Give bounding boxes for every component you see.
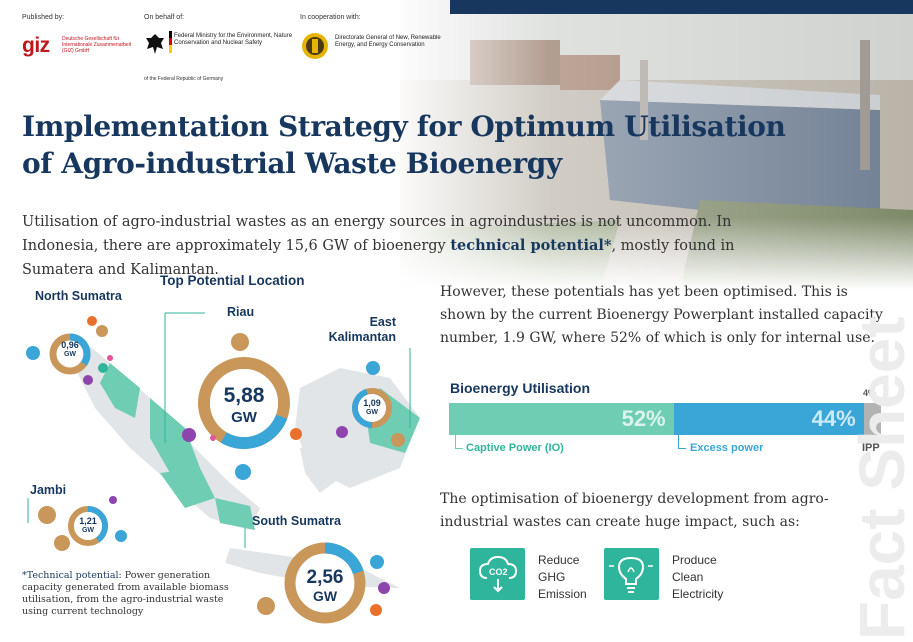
value-text: 2,56 [306, 567, 344, 588]
intro-paragraph: Utilisation of agro-industrial wastes as… [22, 210, 762, 282]
value-text: 5,88 [223, 384, 265, 407]
title-line-1: Implementation Strategy for Optimum Util… [22, 110, 786, 143]
donut-south-sumatra [284, 542, 366, 624]
impact-label-ghg: Reduce GHG Emission [538, 552, 587, 603]
bar-segment-excess: 44% [673, 403, 864, 435]
fact-sheet-watermark: Fact Sheet [846, 316, 913, 640]
ministry-footer: of the Federal Republic of Germany [144, 76, 224, 82]
donut-east-kalimantan [352, 388, 392, 428]
lightbulb-icon [604, 548, 659, 600]
esdm-logo-block: In cooperation with: Directorate General… [300, 14, 441, 59]
impact-line: Emission [538, 587, 587, 601]
value-north-sumatra: 0,96 GW [57, 340, 83, 360]
footnote-body: Power generation capacity generated from… [22, 570, 229, 617]
giz-logo: giz [22, 34, 50, 57]
intro-text-1: Utilisation of agro-industrial wastes as… [22, 214, 732, 254]
esdm-emblem-icon [302, 33, 328, 59]
commodity-icons [26, 316, 405, 616]
technical-potential-highlight: technical potential* [450, 237, 612, 254]
giz-logo-block: Published by: giz Deutsche Gesellschaft … [22, 14, 132, 57]
chart-title: Bioenergy Utilisation [450, 380, 591, 396]
published-by-caption: Published by: [22, 14, 65, 21]
unit-text: GW [231, 409, 257, 426]
label-captive: Captive Power (IO) [466, 442, 564, 454]
donut-riau [198, 357, 290, 449]
label-ipp: IPP [862, 442, 880, 454]
impact-line: Electricity [672, 587, 724, 601]
leader-lines [27, 312, 411, 548]
value-jambi: 1,21 GW [75, 516, 101, 536]
on-behalf-caption: On behalf of: [144, 14, 185, 21]
province-south-sumatra: South Sumatra [252, 514, 341, 528]
captive-tick [455, 435, 463, 449]
value-text: 1,21 [79, 516, 97, 526]
bar-segment-ipp [863, 403, 881, 435]
top-location-title: Top Potential Location [160, 273, 305, 288]
bar-value-excess: 44% [811, 406, 856, 431]
unit-text: GW [81, 527, 95, 534]
label-excess: Excess power [690, 442, 764, 454]
utilisation-bar: 52% 44% [449, 403, 881, 435]
impact-line: Reduce [538, 553, 580, 567]
co2-icon: CO2 [470, 548, 525, 600]
title-line-2: of Agro-industrial Waste Bioenergy [22, 147, 562, 180]
eagle-icon [146, 34, 164, 54]
value-text: 0,96 [61, 340, 79, 350]
publisher-logos: Published by: giz Deutsche Gesellschaft … [22, 14, 442, 84]
excess-tick [678, 435, 686, 449]
impact-line: GHG [538, 570, 566, 584]
province-north-sumatra: North Sumatra [35, 289, 122, 303]
donut-jambi [68, 506, 108, 546]
footnote-head: *Technical potential: [22, 570, 122, 581]
province-jambi: Jambi [30, 483, 67, 497]
footnote: *Technical potential: Power generation c… [22, 570, 252, 618]
unit-text: GW [365, 409, 379, 416]
flag-stripe [169, 31, 172, 53]
province-east-kalimantan: East Kalimantan [328, 315, 396, 344]
svg-text:CO2: CO2 [489, 567, 508, 577]
unit-text: GW [63, 351, 77, 358]
esdm-name: Directorate General of New, Renewable En… [335, 35, 441, 48]
unit-text: GW [312, 588, 338, 604]
province-riau: Riau [227, 305, 255, 319]
value-text: 1,09 [363, 398, 381, 408]
top-banner-bar [450, 0, 913, 14]
cooperation-caption: In cooperation with: [300, 14, 361, 21]
ministry-name: Federal Ministry for the Environment, Na… [174, 33, 293, 46]
value-south-sumatra: 2,56 GW [295, 568, 355, 606]
giz-subtitle: Deutsche Gesellschaft für Internationale… [62, 36, 132, 54]
donut-north-sumatra [49, 333, 91, 375]
ministry-logo-block: On behalf of: Federal Ministry for the E… [144, 14, 304, 82]
indonesia-map [26, 312, 420, 624]
optimisation-paragraph: The optimisation of bioenergy developmen… [440, 491, 829, 530]
page-title: Implementation Strategy for Optimum Util… [22, 108, 822, 182]
bar-value-ipp: 4% [863, 388, 877, 398]
potential-paragraph: However, these potentials has yet been o… [440, 284, 883, 346]
impact-label-electricity: Produce Clean Electricity [672, 552, 723, 603]
value-riau: 5,88 GW [209, 385, 279, 429]
value-east-kalimantan: 1,09 GW [359, 398, 385, 418]
bar-value-captive: 52% [621, 406, 666, 431]
impact-line: Produce [672, 553, 717, 567]
intro-text-2: , mostly found in Sumatera and Kalimanta… [22, 238, 735, 278]
bar-segment-captive: 52% [449, 403, 674, 435]
impact-line: Clean [672, 570, 704, 584]
